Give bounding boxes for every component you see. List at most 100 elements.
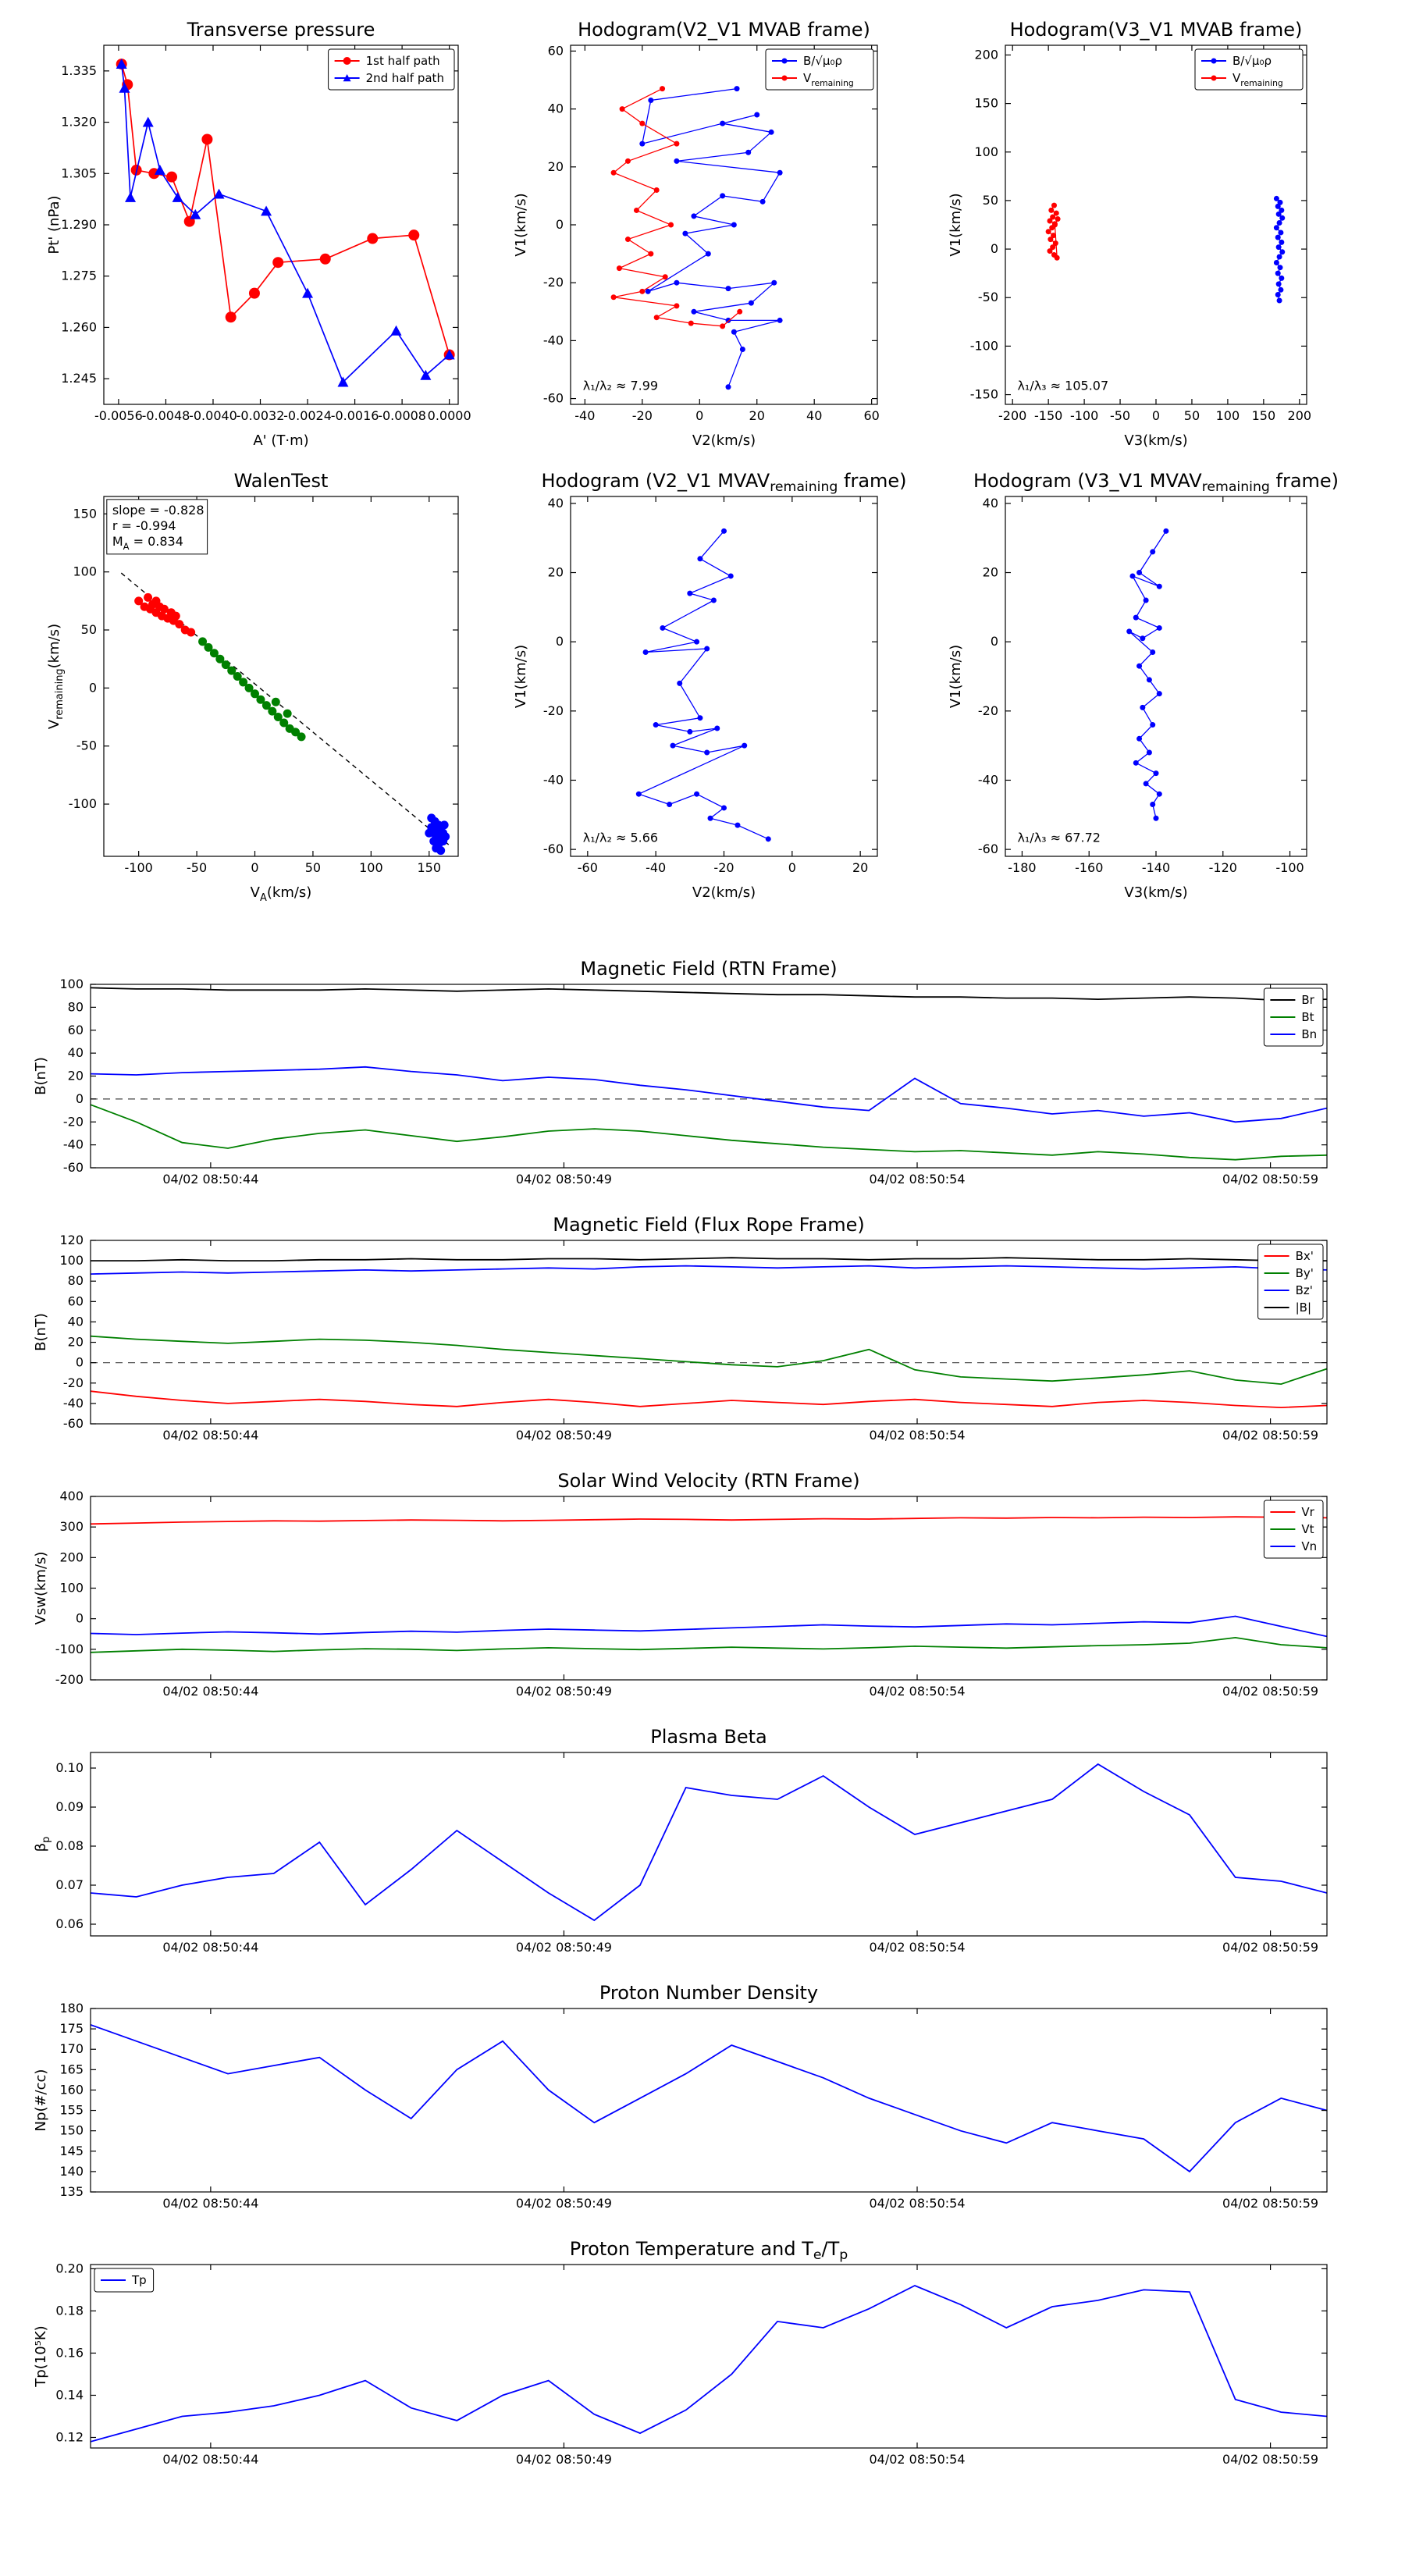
chart-plasma-beta: 04/02 08:50:44 04/02 08:50:49 04/02 08:50:… [28,1713,1339,1979]
svg-text:04/02 08:50:59: 04/02 08:50:59 [1222,1684,1318,1699]
svg-text:0: 0 [251,860,258,875]
svg-text:-0.0056: -0.0056 [94,408,143,423]
svg-text:B/√μ₀ρ: B/√μ₀ρ [1232,54,1272,68]
svg-text:Np(#/cc): Np(#/cc) [33,2069,49,2132]
svg-text:04/02 08:50:59: 04/02 08:50:59 [1222,2452,1318,2467]
svg-text:20: 20 [68,1335,84,1350]
svg-text:-0.0048: -0.0048 [142,408,190,423]
svg-text:1.305: 1.305 [61,165,97,180]
svg-text:0: 0 [556,217,564,232]
svg-text:-100: -100 [1275,860,1304,875]
svg-text:V2(km/s): V2(km/s) [692,884,756,901]
svg-text:B(nT): B(nT) [33,1057,49,1095]
svg-text:0.10: 0.10 [55,1760,84,1775]
svg-text:slope = -0.828: slope = -0.828 [112,503,205,518]
svg-text:04/02 08:50:59: 04/02 08:50:59 [1222,2196,1318,2211]
svg-text:Hodogram(V3_V1 MVAB frame): Hodogram(V3_V1 MVAB frame) [1010,19,1303,41]
svg-text:-40: -40 [646,860,666,875]
svg-text:0.07: 0.07 [55,1877,84,1892]
svg-text:-0.0016: -0.0016 [331,408,379,423]
svg-text:04/02 08:50:54: 04/02 08:50:54 [869,1172,965,1187]
svg-text:0.09: 0.09 [55,1799,84,1814]
chart-canvas: 04/02 08:50:44 04/02 08:50:49 04/02 08:50:… [33,958,1328,1187]
svg-text:60: 60 [548,43,564,58]
svg-text:155: 155 [59,2103,84,2118]
svg-text:175: 175 [59,2021,84,2036]
svg-text:λ₁/λ₃ ≈ 67.72: λ₁/λ₃ ≈ 67.72 [1017,831,1101,845]
svg-text:100: 100 [59,977,84,991]
svg-text:04/02 08:50:54: 04/02 08:50:54 [869,1940,965,1955]
chart-proton-density: 04/02 08:50:44 04/02 08:50:49 04/02 08:50:… [28,1969,1339,2235]
svg-text:04/02 08:50:44: 04/02 08:50:44 [162,1428,258,1443]
chart-canvas: -0.0056-0.0048-0.0040-0.0032-0.0024-0.00… [46,19,471,449]
chart-canvas: 04/02 08:50:44 04/02 08:50:49 04/02 08:50:… [33,1726,1328,1955]
svg-text:04/02 08:50:59: 04/02 08:50:59 [1222,1172,1318,1187]
svg-text:-20: -20 [543,275,564,290]
svg-text:-40: -40 [543,772,564,787]
svg-text:0: 0 [76,1091,84,1106]
svg-text:-0.0008: -0.0008 [378,408,426,423]
svg-text:Hodogram (V2_V1 MVAVremaining​: Hodogram (V2_V1 MVAVremaining​ frame) [541,470,906,495]
svg-text:0: 0 [556,634,564,649]
svg-text:300: 300 [59,1519,84,1534]
svg-text:-20: -20 [632,408,653,423]
svg-text:V1(km/s): V1(km/s) [513,193,529,256]
svg-text:80: 80 [68,1273,84,1288]
svg-text:1.260: 1.260 [61,319,97,334]
svg-text:04/02 08:50:44: 04/02 08:50:44 [162,1172,258,1187]
chart-proton-temperature: 04/02 08:50:44 04/02 08:50:49 04/02 08:50:… [28,2226,1339,2491]
svg-text:0.06: 0.06 [55,1916,84,1931]
svg-text:Proton Temperature and Te​/Tp​: Proton Temperature and Te​/Tp​ [570,2238,848,2263]
svg-text:04/02 08:50:54: 04/02 08:50:54 [869,1684,965,1699]
svg-text:-100: -100 [1070,408,1098,423]
svg-text:-20: -20 [63,1114,84,1129]
svg-text:150: 150 [59,2123,84,2138]
svg-text:0: 0 [76,1355,84,1370]
svg-text:04/02 08:50:49: 04/02 08:50:49 [516,2196,612,2211]
chart-canvas: -40 -20 0 20 40 60 -60 -40 -20 0 20 40 60 Hodogram(V2… [513,19,880,449]
svg-text:Vremaining​(km/s): Vremaining​(km/s) [46,624,66,729]
svg-text:0.18: 0.18 [55,2303,84,2318]
svg-text:-20: -20 [543,703,564,718]
svg-text:-100: -100 [124,860,152,875]
chart-transverse-pressure: -0.0056 -0.0048 -0.0040 -0.0032 -0.0024 -0.00… [41,16,471,453]
svg-text:Vremaining​: Vremaining​ [803,71,854,88]
chart-canvas: 04/02 08:50:44 04/02 08:50:49 04/02 08:50:… [33,1982,1328,2211]
svg-text:40: 40 [548,496,564,511]
svg-text:150: 150 [1252,408,1276,423]
svg-text:04/02 08:50:49: 04/02 08:50:49 [516,1684,612,1699]
svg-text:1.335: 1.335 [61,63,97,78]
svg-text:Bx': Bx' [1296,1249,1314,1263]
svg-text:04/02 08:50:54: 04/02 08:50:54 [869,2196,965,2211]
svg-text:-60: -60 [543,841,564,856]
svg-text:04/02 08:50:49: 04/02 08:50:49 [516,1172,612,1187]
svg-text:Vr: Vr [1301,1505,1314,1519]
svg-text:λ₁/λ₂ ≈ 7.99: λ₁/λ₂ ≈ 7.99 [583,379,658,393]
svg-text:-60: -60 [543,391,564,406]
svg-text:0.14: 0.14 [55,2387,84,2402]
svg-text:VA​(km/s): VA​(km/s) [251,884,312,904]
svg-text:20: 20 [749,408,765,423]
chart-canvas: 04/02 08:50:44 04/02 08:50:49 04/02 08:50:… [33,2238,1328,2467]
svg-text:MA​ = 0.834: MA​ = 0.834 [112,534,183,552]
svg-text:Magnetic Field (Flux Rope Fram: Magnetic Field (Flux Rope Frame) [553,1214,864,1236]
svg-text:50: 50 [1184,408,1200,423]
svg-text:50: 50 [983,193,998,208]
svg-text:-50: -50 [1110,408,1130,423]
svg-text:0: 0 [788,860,796,875]
svg-text:Transverse pressure: Transverse pressure [187,19,375,41]
svg-text:100: 100 [974,144,998,159]
svg-text:150: 150 [974,96,998,111]
svg-text:r = -0.994: r = -0.994 [112,518,176,533]
svg-text:165: 165 [59,2062,84,2076]
svg-text:100: 100 [73,564,97,579]
svg-text:120: 120 [59,1233,84,1247]
svg-text:V1(km/s): V1(km/s) [948,193,964,256]
svg-text:20: 20 [548,565,564,580]
svg-text:|B|: |B| [1296,1300,1311,1315]
svg-text:-50: -50 [76,738,97,753]
svg-text:1st half path: 1st half path [366,54,440,68]
svg-text:04/02 08:50:54: 04/02 08:50:54 [869,2452,965,2467]
svg-text:160: 160 [59,2082,84,2097]
